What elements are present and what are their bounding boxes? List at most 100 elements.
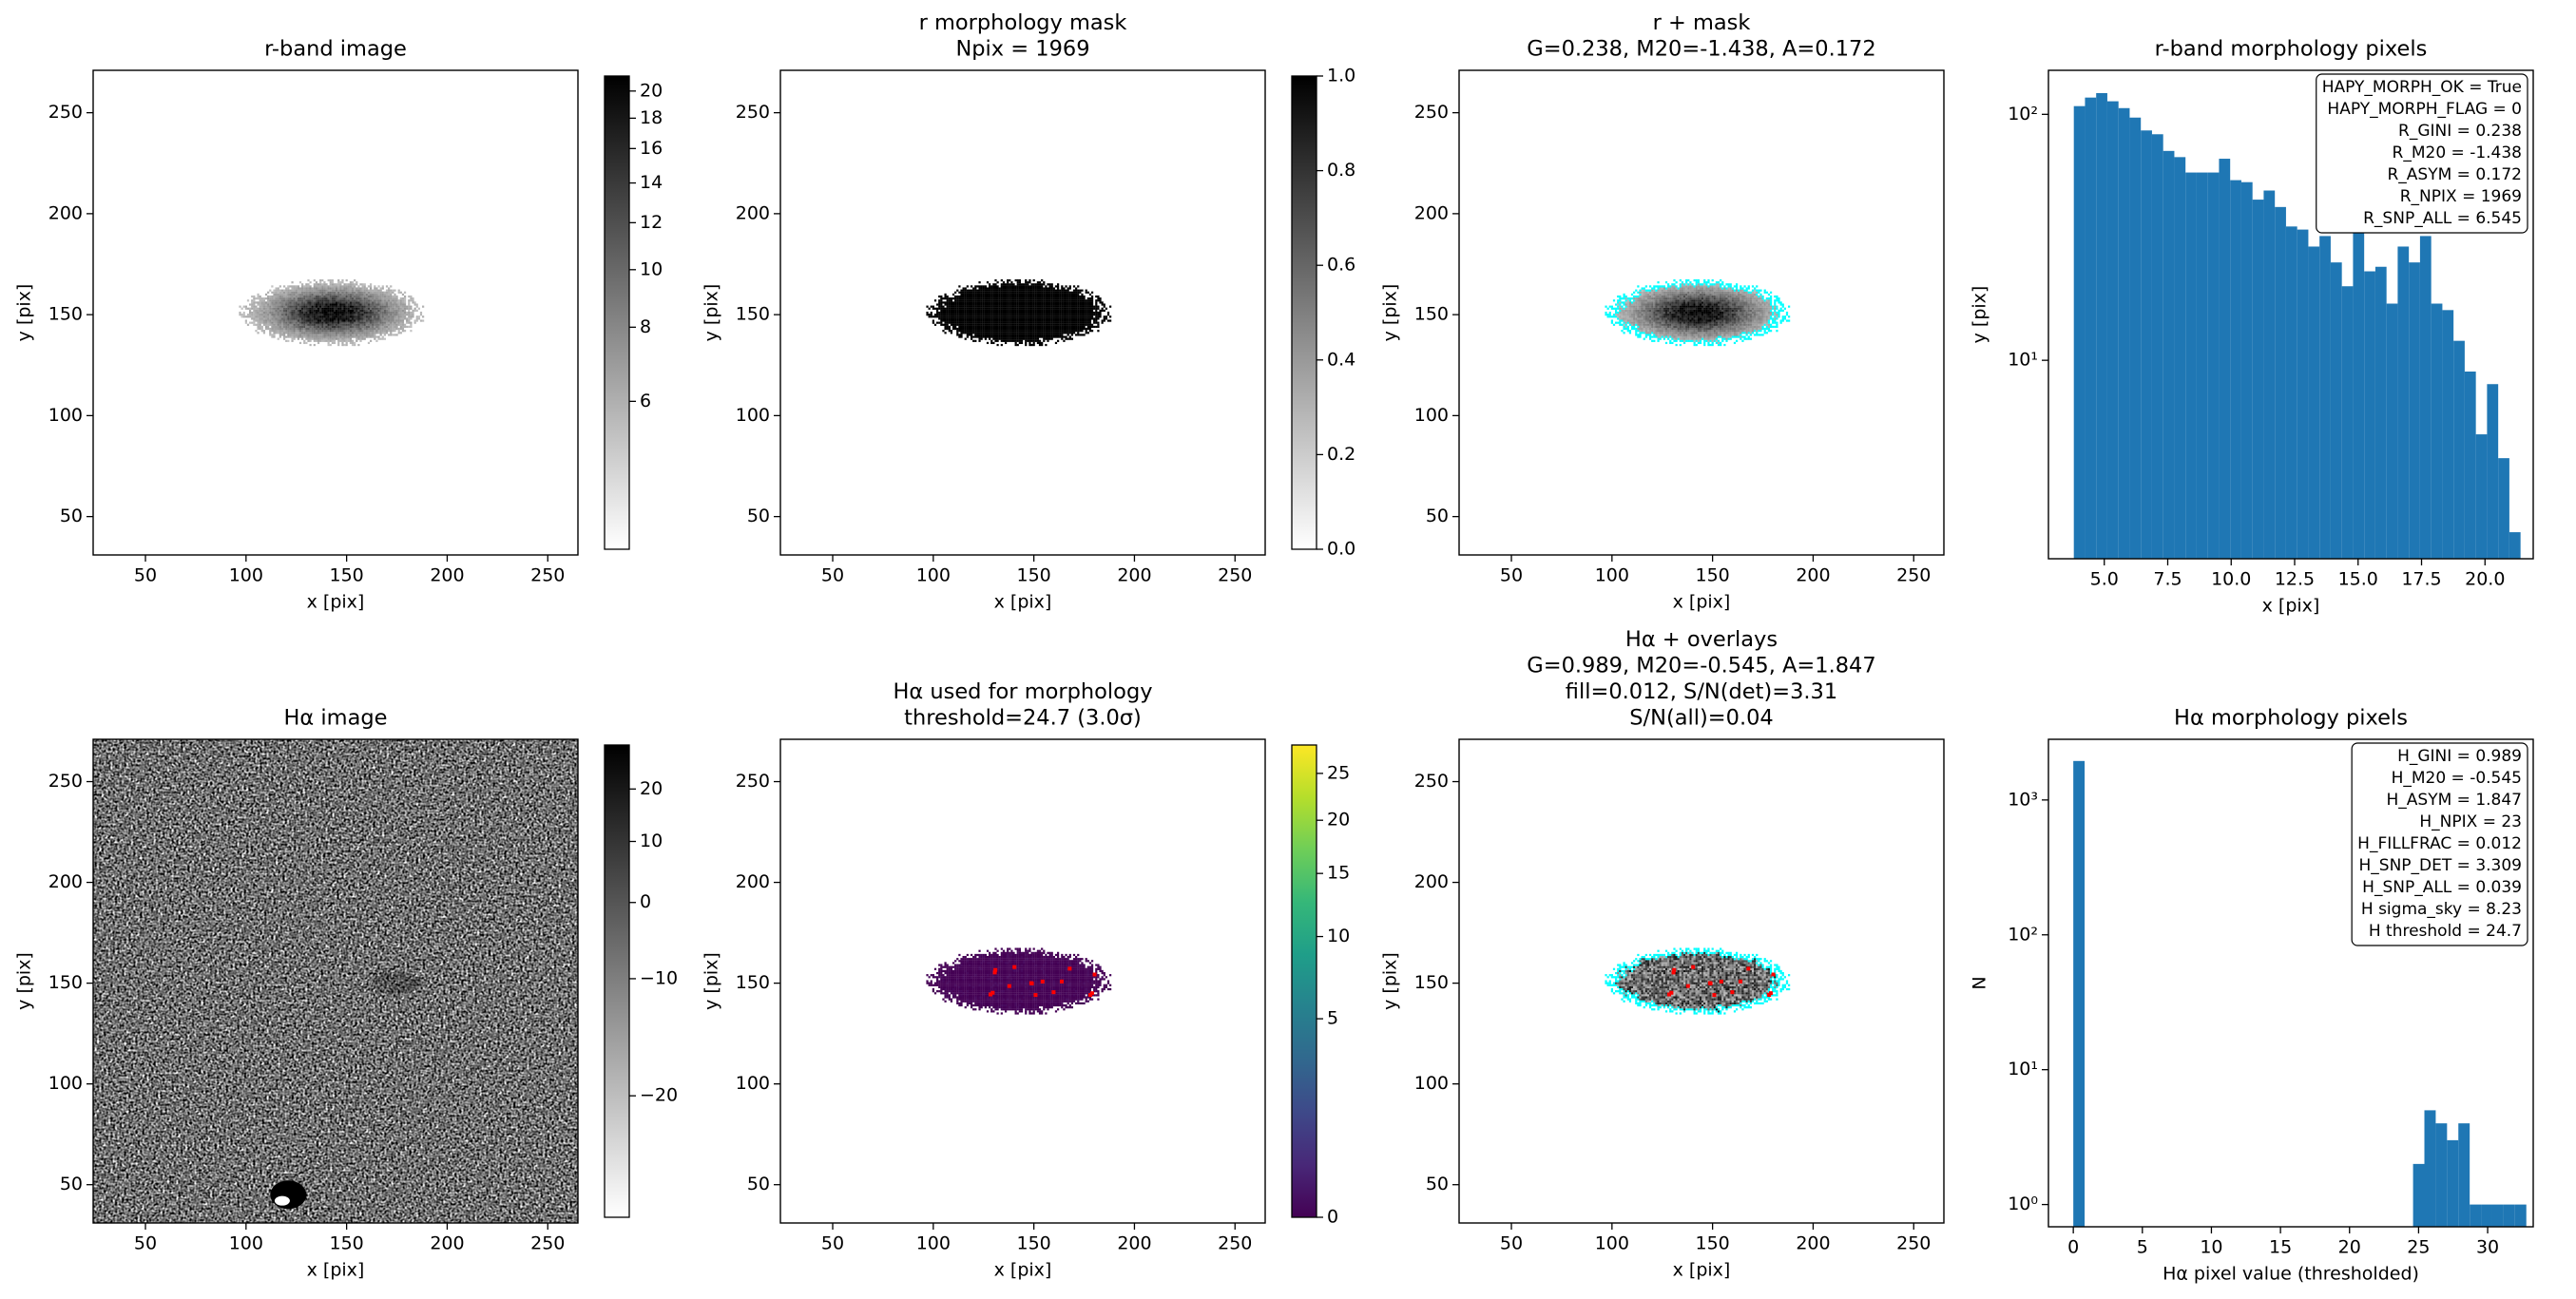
mask-edge <box>1628 332 1632 334</box>
pixel <box>1038 335 1042 338</box>
pixel <box>1038 281 1042 284</box>
pixel <box>307 319 310 322</box>
pixel <box>960 319 963 322</box>
pixel <box>956 327 959 331</box>
pixel <box>341 319 344 322</box>
pixel <box>337 278 340 282</box>
pixel <box>1681 305 1684 308</box>
pixel <box>1623 314 1625 316</box>
pixel <box>385 315 389 318</box>
pixel <box>383 293 387 296</box>
pixel <box>295 327 298 331</box>
pixel <box>1669 307 1672 310</box>
colorbar <box>604 75 630 550</box>
pixel <box>1070 293 1074 296</box>
pixel <box>1681 321 1684 324</box>
pixel <box>1043 303 1046 306</box>
pixel <box>1624 319 1627 322</box>
pixel <box>337 289 340 292</box>
pixel <box>291 293 294 296</box>
pixel <box>1083 309 1086 313</box>
pixel <box>287 311 290 315</box>
pixel <box>1072 319 1076 322</box>
pixel <box>1070 295 1074 298</box>
pixel <box>1041 301 1044 304</box>
pixel <box>253 303 256 306</box>
pixel <box>339 285 342 288</box>
pixel <box>1083 325 1086 329</box>
pixel <box>271 315 274 318</box>
pixel <box>331 301 334 304</box>
pixel <box>295 319 298 322</box>
pixel <box>974 291 977 294</box>
pixel <box>351 287 355 290</box>
pixel <box>968 295 971 298</box>
pixel <box>980 301 983 304</box>
pixel <box>374 323 376 326</box>
pixel <box>298 297 302 300</box>
pixel <box>1027 315 1029 318</box>
pixel <box>946 309 949 313</box>
pixel <box>397 317 400 320</box>
pixel <box>1010 291 1013 294</box>
pixel <box>1681 287 1684 290</box>
pixel <box>374 325 376 329</box>
pixel <box>954 327 957 331</box>
pixel <box>337 311 340 315</box>
pixel <box>356 299 358 302</box>
pixel <box>337 332 340 334</box>
pixel <box>978 285 981 288</box>
pixel <box>1655 299 1658 302</box>
pixel <box>1675 311 1678 315</box>
pixel <box>984 334 988 336</box>
pixel <box>347 305 350 308</box>
pixel <box>1068 305 1071 308</box>
pixel <box>1681 307 1684 310</box>
pixel <box>944 319 947 322</box>
pixel <box>359 327 362 331</box>
pixel <box>343 323 346 326</box>
pixel <box>325 335 328 338</box>
pixel <box>990 309 993 313</box>
pixel <box>337 315 340 318</box>
pixel <box>410 295 413 298</box>
pixel <box>1659 315 1662 318</box>
pixel <box>964 289 967 292</box>
pixel <box>379 325 382 329</box>
pixel <box>1020 287 1024 290</box>
pixel <box>1002 317 1006 320</box>
pixel <box>289 332 292 334</box>
pixel <box>1047 299 1049 302</box>
pixel <box>282 337 286 340</box>
pixel <box>321 319 324 322</box>
pixel <box>333 293 336 296</box>
pixel <box>295 325 298 329</box>
pixel <box>279 301 281 304</box>
pixel <box>385 327 389 331</box>
pixel <box>311 295 314 298</box>
pixel <box>1657 327 1660 331</box>
pixel <box>952 311 955 315</box>
pixel <box>1669 305 1672 308</box>
pixel <box>295 301 298 304</box>
pixel <box>1667 334 1670 336</box>
pixel <box>356 287 358 290</box>
pixel <box>1095 319 1098 322</box>
pixel <box>1630 323 1634 326</box>
pixel <box>388 311 391 315</box>
pixel <box>1010 332 1013 334</box>
pixel <box>345 278 348 282</box>
pixel <box>331 299 334 302</box>
pixel <box>996 307 999 310</box>
pixel <box>345 327 348 331</box>
pixel <box>377 315 380 318</box>
pixel <box>257 323 260 326</box>
pixel <box>282 332 286 334</box>
pixel <box>1016 309 1019 313</box>
pixel <box>363 293 366 296</box>
pixel <box>259 314 261 316</box>
pixel <box>356 289 358 292</box>
pixel <box>408 295 411 298</box>
pixel <box>255 305 258 308</box>
pixel <box>1041 303 1044 306</box>
